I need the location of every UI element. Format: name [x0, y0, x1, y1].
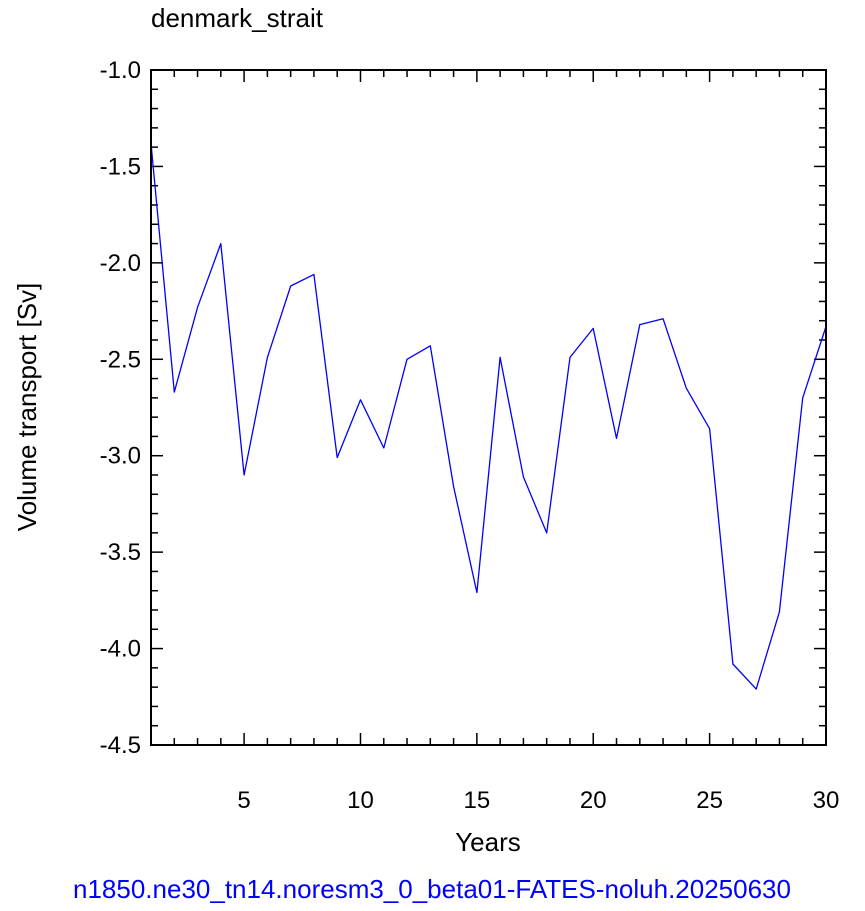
- y-axis-title: Volume transport [Sv]: [12, 283, 42, 532]
- y-tick-label: -1.0: [100, 57, 141, 84]
- y-tick-label: -3.5: [100, 539, 141, 566]
- caption: n1850.ne30_tn14.noresm3_0_beta01-FATES-n…: [73, 874, 791, 904]
- y-tick-label: -2.0: [100, 250, 141, 277]
- x-tick-labels: 5 10 15 20 25 30: [237, 787, 839, 814]
- x-tick-label: 10: [347, 787, 374, 814]
- y-tick-label: -2.5: [100, 346, 141, 373]
- x-tick-label: 5: [237, 787, 250, 814]
- y-tick-label: -4.5: [100, 732, 141, 759]
- y-tick-labels: -1.0 -1.5 -2.0 -2.5 -3.0 -3.5 -4.0 -4.5: [100, 57, 141, 759]
- x-tick-label: 20: [580, 787, 607, 814]
- series-line: [150, 143, 827, 690]
- axis-ticks: [150, 69, 827, 746]
- x-tick-label: 25: [696, 787, 723, 814]
- series-layer: [150, 143, 827, 690]
- y-tick-label: -1.5: [100, 153, 141, 180]
- x-tick-label: 15: [464, 787, 491, 814]
- x-tick-label: 30: [813, 787, 840, 814]
- y-tick-label: -4.0: [100, 636, 141, 663]
- plot-frame: [150, 69, 827, 746]
- y-tick-label: -3.0: [100, 443, 141, 470]
- x-axis-title: Years: [455, 827, 521, 857]
- chart-title: denmark_strait: [151, 3, 324, 33]
